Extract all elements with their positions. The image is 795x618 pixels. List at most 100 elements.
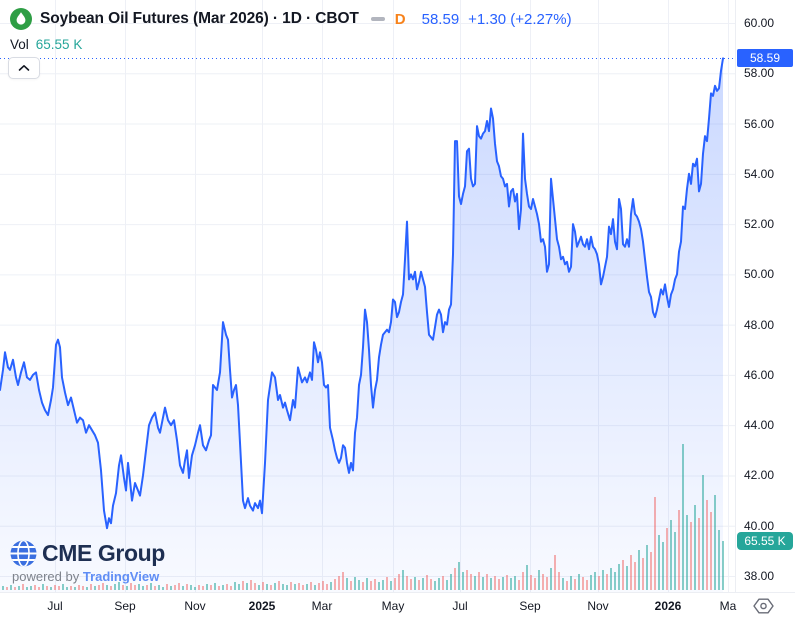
- volume-bar: [510, 578, 512, 590]
- volume-bar: [254, 583, 256, 590]
- volume-bar: [402, 570, 404, 590]
- volume-bar: [670, 520, 672, 590]
- volume-bar: [718, 530, 720, 590]
- time-axis[interactable]: Jul Sep Nov 2025 Mar May Jul Sep Nov 2026 Ma: [0, 592, 795, 618]
- volume-bar: [462, 572, 464, 590]
- volume-bar: [182, 586, 184, 590]
- volume-bar: [606, 574, 608, 590]
- volume-bar: [378, 582, 380, 590]
- price-axis-label: 40.00: [744, 518, 775, 533]
- volume-bar: [454, 568, 456, 590]
- chevron-up-icon: [18, 64, 30, 71]
- volume-bar: [338, 576, 340, 590]
- volume-bar: [502, 577, 504, 590]
- volume-bar: [334, 579, 336, 590]
- volume-bar: [286, 585, 288, 590]
- volume-bar: [234, 582, 236, 590]
- volume-bar: [562, 578, 564, 590]
- volume-bar: [194, 587, 196, 590]
- volume-bar: [534, 578, 536, 590]
- volume-bar: [274, 583, 276, 590]
- volume-bar: [282, 584, 284, 590]
- price-axis-label: 54.00: [744, 166, 775, 181]
- hexagon-dot-icon: [753, 598, 774, 614]
- volume-bar: [302, 585, 304, 590]
- volume-bar: [578, 574, 580, 590]
- volume-bar: [382, 580, 384, 590]
- cme-logo[interactable]: CME Group: [10, 540, 165, 567]
- time-axis-label: Sep: [114, 599, 136, 613]
- volume-bar: [246, 583, 248, 590]
- volume-bar: [306, 584, 308, 590]
- volume-bar: [330, 582, 332, 590]
- volume-bar: [634, 562, 636, 590]
- volume-bar: [126, 586, 128, 590]
- tradingview-link[interactable]: TradingView: [82, 569, 160, 584]
- timezone-button[interactable]: [752, 597, 776, 615]
- volume-bar: [14, 587, 16, 590]
- volume-bar: [134, 585, 136, 590]
- volume-bar: [294, 584, 296, 590]
- volume-bar: [298, 583, 300, 590]
- area-fill: [0, 58, 723, 592]
- cme-globe-icon: [10, 540, 37, 567]
- volume-bar: [206, 584, 208, 590]
- price-axis[interactable]: 58.59 65.55 K 60.00 58.00 56.00 54.00 52.00 5…: [735, 0, 795, 592]
- volume-bar: [406, 576, 408, 590]
- volume-bar: [90, 584, 92, 590]
- volume-bar: [474, 576, 476, 590]
- volume-bar: [586, 580, 588, 590]
- volume-bar: [362, 582, 364, 590]
- volume-bar: [178, 583, 180, 590]
- volume-label: Vol: [10, 37, 29, 52]
- volume-bar: [142, 586, 144, 590]
- volume-bar: [86, 587, 88, 590]
- volume-bar: [358, 580, 360, 590]
- volume-bar: [494, 576, 496, 590]
- volume-bar: [418, 580, 420, 590]
- volume-bar: [398, 574, 400, 590]
- volume-bar: [258, 585, 260, 590]
- volume-bar: [34, 585, 36, 590]
- price-axis-label: 44.00: [744, 418, 775, 433]
- volume-bar: [530, 575, 532, 590]
- price-change-value: +1.30 (+2.27%): [468, 10, 572, 28]
- cme-brand-text: CME Group: [42, 540, 165, 566]
- volume-bar: [714, 495, 716, 590]
- volume-bar: [102, 583, 104, 590]
- volume-bar: [558, 572, 560, 590]
- volume-bar: [162, 587, 164, 590]
- legend-collapse-button[interactable]: [8, 57, 40, 79]
- powered-by-label: powered by: [12, 569, 80, 584]
- volume-bar: [582, 577, 584, 590]
- oil-drop-icon: [10, 8, 32, 30]
- volume-bar: [78, 585, 80, 590]
- volume-bar: [94, 586, 96, 590]
- legend: Soybean Oil Futures (Mar 2026) · 1D · CB…: [8, 8, 572, 79]
- volume-bar: [70, 586, 72, 590]
- cme-watermark: CME Group powered by TradingView: [10, 540, 165, 584]
- price-chart[interactable]: [0, 0, 735, 592]
- volume-bar: [650, 552, 652, 590]
- volume-bar: [394, 578, 396, 590]
- volume-bar: [150, 583, 152, 590]
- symbol-title[interactable]: Soybean Oil Futures (Mar 2026) · 1D · CB…: [40, 10, 359, 27]
- volume-bar: [482, 577, 484, 590]
- price-axis-label: 52.00: [744, 217, 775, 232]
- volume-bar: [266, 584, 268, 590]
- price-line: [0, 57, 724, 530]
- volume-bar: [82, 586, 84, 590]
- volume-bar: [618, 564, 620, 590]
- volume-bar: [626, 566, 628, 590]
- volume-badge: 65.55 K: [737, 532, 793, 550]
- volume-bar: [422, 578, 424, 590]
- volume-bar: [74, 587, 76, 590]
- volume-bar: [198, 585, 200, 590]
- volume-bar: [210, 585, 212, 590]
- price-axis-label: 42.00: [744, 468, 775, 483]
- volume-bar: [654, 497, 656, 590]
- volume-bar: [390, 581, 392, 590]
- volume-bar: [346, 578, 348, 590]
- volume-bar: [574, 579, 576, 590]
- volume-bar: [426, 575, 428, 590]
